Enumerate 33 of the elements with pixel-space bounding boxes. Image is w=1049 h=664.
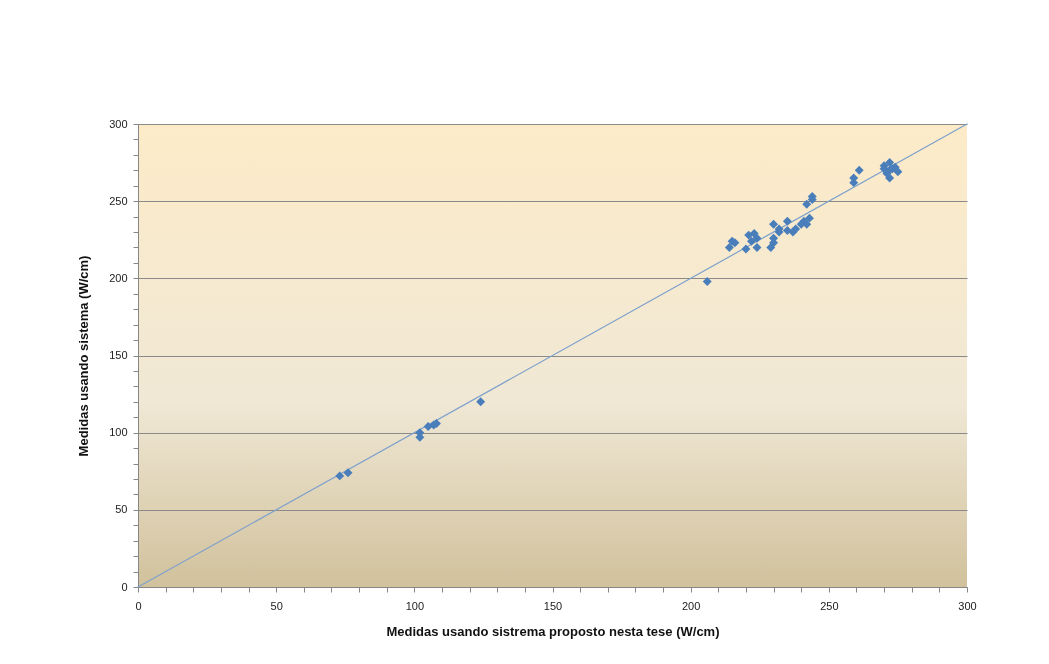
y-tick-label: 300 [109,117,128,130]
point [802,199,812,209]
point [724,242,734,252]
y-tick-label: 0 [121,580,128,593]
y-tick-label: 50 [115,503,128,516]
y-tick-label: 200 [109,271,128,284]
point [854,165,864,175]
x-tick-label: 300 [958,599,977,612]
point [335,471,345,481]
point [782,216,792,226]
point [476,397,486,407]
point [752,242,762,252]
point [805,213,814,223]
y-tick-label: 250 [109,194,128,207]
y-axis-title: Medidas usando sistema (W/cm) [76,255,92,457]
point [885,158,895,168]
point [885,173,895,183]
x-tick-label: 200 [681,599,701,612]
y-tick-label: 100 [109,426,128,439]
x-tick-label: 100 [405,599,425,612]
x-tick-label: 250 [820,599,839,612]
point [741,244,751,254]
point [769,219,779,229]
point [746,236,756,246]
point [702,276,712,286]
point [343,468,353,478]
point [752,233,762,243]
x-tick-label: 0 [135,599,142,612]
x-tick-label: 50 [270,599,283,612]
y-tick-label: 150 [109,349,128,361]
point [766,242,776,252]
x-tick-label: 150 [543,599,563,612]
x-axis-title: Medidas usando sistrema proposto nesta tese (W/cm) [386,623,720,639]
